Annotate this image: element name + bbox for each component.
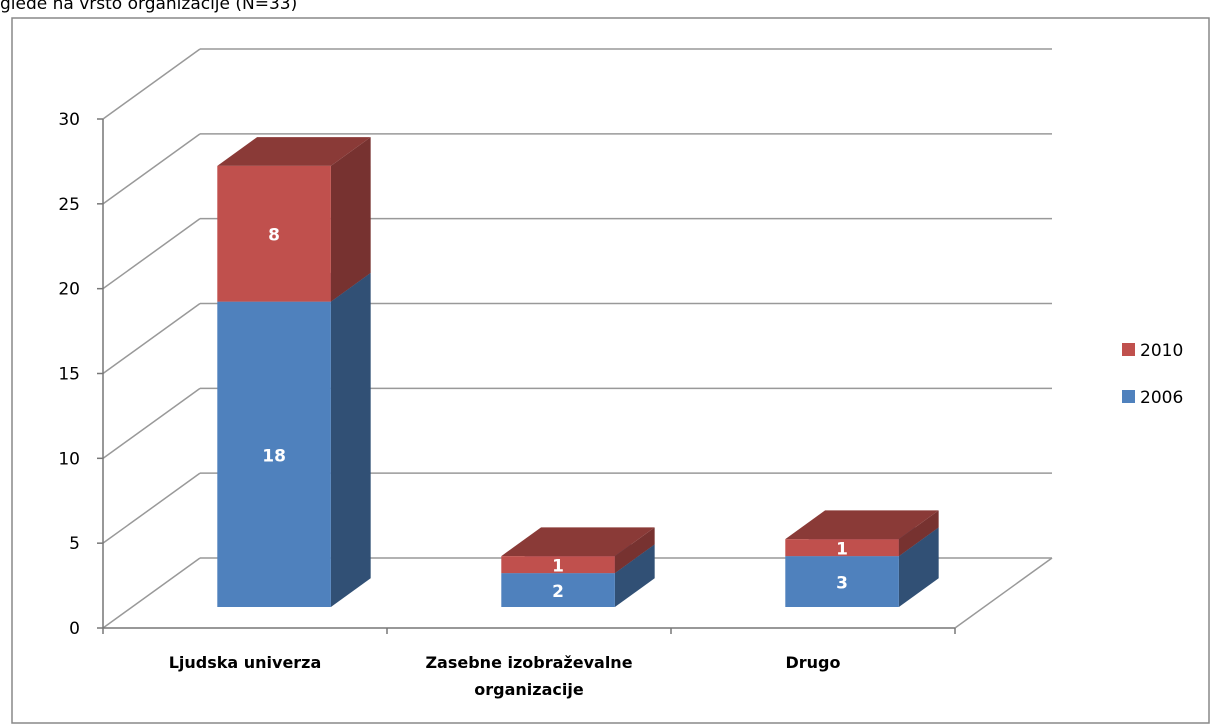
- bar-segment: 18: [217, 272, 371, 607]
- grid-diagonal: [102, 302, 201, 375]
- bar: [785, 539, 899, 557]
- y-tick-label: 15: [58, 365, 80, 385]
- bar-segment: 1: [785, 510, 939, 560]
- grid-diagonal: [102, 48, 201, 120]
- bar-segment: 8: [217, 137, 371, 302]
- grid-diagonal: [102, 218, 201, 290]
- bar: [217, 301, 331, 607]
- x-tick-label: Ljudska univerza: [168, 653, 322, 672]
- y-tick-label: 0: [69, 619, 80, 639]
- grid-diagonal: [102, 472, 201, 544]
- floor-edge: [954, 557, 1053, 629]
- y-tick-label: 20: [58, 280, 80, 300]
- data-label: 2: [552, 582, 564, 602]
- y-tick-label: 5: [69, 534, 80, 554]
- legend-label: 2006: [1140, 388, 1183, 408]
- grid-diagonal: [102, 133, 201, 205]
- data-label: 1: [836, 540, 848, 560]
- bar-top: [785, 510, 939, 540]
- bar: [785, 556, 899, 607]
- legend-swatch: [1122, 390, 1135, 403]
- bar: [501, 556, 615, 574]
- data-label: 1: [552, 557, 564, 577]
- bar-top: [217, 137, 371, 166]
- bar: [217, 165, 331, 302]
- bar-side: [898, 527, 939, 607]
- legend-label: 2010: [1140, 341, 1183, 361]
- bar-side: [898, 510, 939, 557]
- x-tick-label: Drugo: [785, 653, 841, 672]
- grid-diagonal: [102, 387, 201, 459]
- bar-segment: 1: [501, 527, 655, 577]
- legend-swatch: [1122, 343, 1135, 356]
- data-label: 18: [262, 446, 286, 466]
- data-label: 8: [268, 226, 280, 246]
- bar-side: [330, 272, 371, 607]
- bar-side: [330, 137, 371, 302]
- chart-title: glede na vrsto organizacije (N=33): [0, 0, 297, 14]
- x-tick-label: Zasebne izobraževalne organizacije: [425, 653, 633, 699]
- bar-side: [614, 544, 655, 607]
- y-tick-label: 30: [58, 110, 80, 130]
- data-label: 3: [836, 574, 848, 594]
- grid-diagonal: [102, 557, 201, 629]
- y-tick-label: 25: [58, 195, 80, 215]
- bar-top: [501, 527, 655, 557]
- bar: [501, 573, 615, 607]
- bar-side: [614, 527, 655, 574]
- chart-border: [11, 17, 1210, 724]
- y-tick-label: 10: [58, 449, 80, 469]
